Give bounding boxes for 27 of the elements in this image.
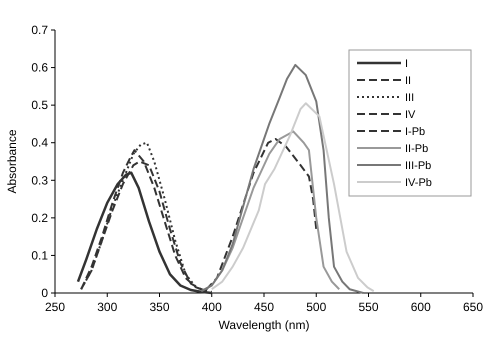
y-tick-label: 0	[41, 286, 48, 300]
legend-label: II-Pb	[405, 143, 428, 155]
y-tick-label: 0.5	[31, 98, 48, 112]
x-tick-label: 300	[97, 300, 118, 314]
x-tick-label: 450	[254, 300, 274, 314]
legend-label: I-Pb	[405, 126, 426, 138]
legend-label: I	[405, 58, 408, 70]
x-tick-label: 600	[410, 300, 432, 314]
y-axis-title: Absorbance	[5, 129, 19, 194]
x-tick-label: 500	[306, 300, 327, 314]
x-tick-label: 250	[44, 300, 66, 314]
x-tick-label: 350	[149, 300, 170, 314]
legend-label: IV-Pb	[405, 177, 432, 189]
y-tick-label: 0.7	[31, 23, 48, 37]
y-tick-label: 0.1	[31, 248, 48, 262]
x-tick-label: 550	[358, 300, 379, 314]
y-tick-label: 0.3	[31, 173, 48, 188]
legend-label: III	[405, 92, 414, 104]
x-tick-label: 650	[462, 300, 484, 314]
x-axis-title: Wavelength (nm)	[218, 318, 310, 332]
y-tick-label: 0.2	[31, 210, 48, 225]
legend-label: IV	[405, 109, 416, 121]
legend-label: III-Pb	[405, 160, 432, 172]
y-tick-label: 0.4	[31, 136, 48, 150]
x-tick-label: 400	[202, 300, 222, 314]
y-tick-label: 0.6	[31, 60, 48, 75]
legend-label: II	[405, 75, 412, 87]
